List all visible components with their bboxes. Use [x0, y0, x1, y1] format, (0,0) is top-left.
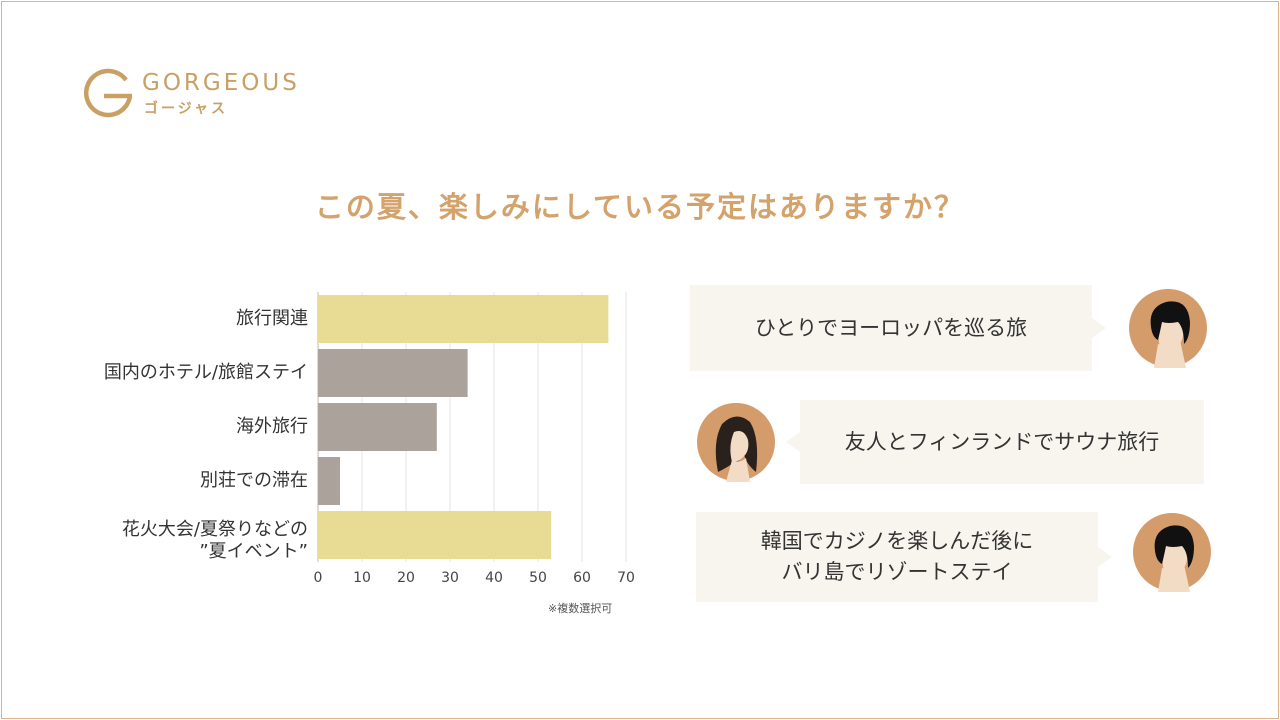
brand-kana: ゴージャス — [144, 101, 229, 117]
x-tick-label: 10 — [353, 570, 371, 586]
bar — [318, 403, 437, 451]
comment-bubble-1: ひとりでヨーロッパを巡る旅 — [690, 285, 1106, 371]
category-label: 海外旅行 — [236, 416, 308, 437]
bar — [318, 457, 340, 505]
bar — [318, 295, 609, 343]
category-label: 花火大会/夏祭りなどの ”夏イベント” — [121, 519, 308, 562]
x-tick-label: 20 — [397, 570, 415, 586]
comment-bubble-2: 友人とフィンランドでサウナ旅行 — [786, 400, 1204, 484]
x-tick-label: 40 — [485, 570, 503, 586]
bar-chart: 0 10 20 30 40 50 60 70 旅行関連国内のホテル/旅館ステイ海外旅行別荘での… — [0, 280, 660, 620]
chart-note: ※複数選択可 — [548, 602, 613, 615]
brand-name: GORGEOUS — [142, 70, 300, 96]
bubble-tail — [1092, 318, 1106, 338]
woman-avatar-icon — [697, 403, 775, 482]
bar — [318, 511, 552, 559]
category-label: 別荘での滞在 — [200, 470, 308, 491]
bubble-tail — [786, 432, 800, 452]
man-avatar-icon — [1133, 513, 1211, 592]
man-avatar-icon — [1129, 289, 1207, 368]
bubble-tail — [1098, 547, 1112, 567]
comment-bubble-3: 韓国でカジノを楽しんだ後に バリ島でリゾートステイ — [696, 512, 1112, 602]
comment-text-1: ひとりでヨーロッパを巡る旅 — [754, 315, 1028, 340]
x-tick-label: 50 — [529, 570, 547, 586]
brand-logo: GORGEOUS ゴージャス — [82, 68, 342, 120]
x-tick-label: 30 — [441, 570, 459, 586]
bar — [318, 349, 468, 397]
gorgeous-logo-icon — [84, 68, 133, 118]
comment-text-3: 韓国でカジノを楽しんだ後に バリ島でリゾートステイ — [760, 529, 1034, 584]
x-tick-label: 0 — [314, 570, 323, 586]
chart-plot-area: 0 10 20 30 40 50 60 70 — [314, 292, 635, 586]
category-label: 国内のホテル/旅館ステイ — [103, 362, 308, 383]
x-tick-label: 70 — [617, 570, 635, 586]
comment-text-2: 友人とフィンランドでサウナ旅行 — [844, 429, 1160, 454]
category-label: 旅行関連 — [236, 308, 308, 329]
x-tick-label: 60 — [573, 570, 591, 586]
page-title: この夏、楽しみにしている予定はありますか？ — [314, 190, 966, 224]
